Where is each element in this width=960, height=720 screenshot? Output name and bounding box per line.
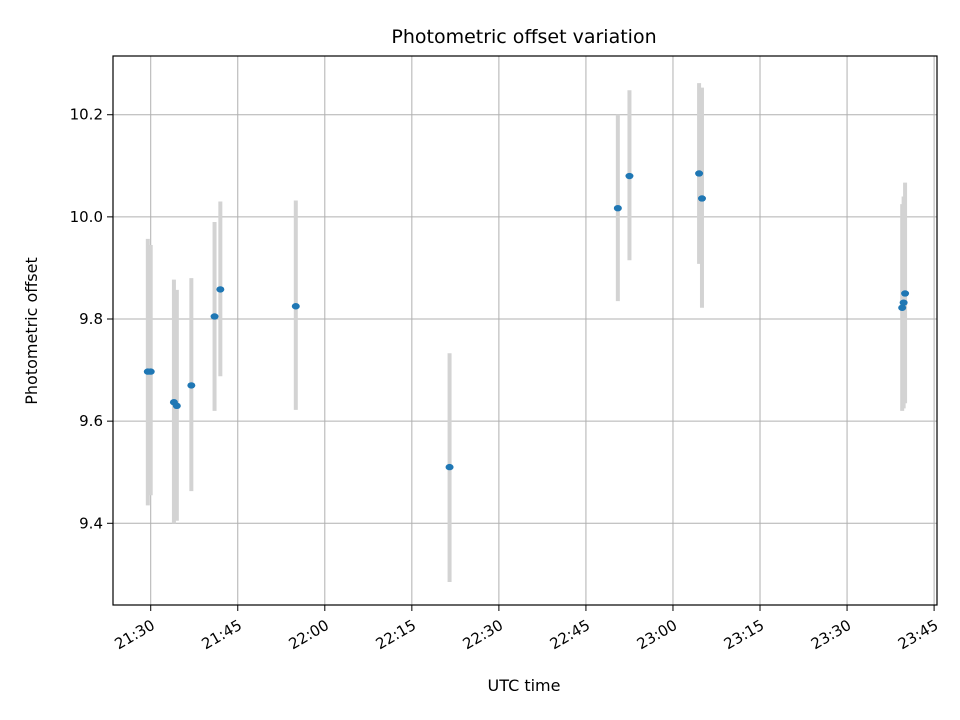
data-point bbox=[187, 382, 196, 389]
data-points bbox=[143, 170, 910, 471]
y-tick-label: 10.2 bbox=[70, 106, 103, 124]
y-tick-label: 9.6 bbox=[79, 412, 103, 430]
data-point bbox=[613, 204, 622, 212]
y-tick-label: 9.4 bbox=[79, 514, 103, 532]
data-point bbox=[291, 303, 300, 310]
data-point bbox=[146, 368, 155, 375]
data-point bbox=[445, 463, 454, 471]
data-point bbox=[898, 304, 907, 311]
data-point bbox=[625, 172, 634, 180]
y-axis-ticks: 9.4 9.6 9.8 10.0 10.2 bbox=[70, 106, 113, 532]
data-point bbox=[172, 402, 181, 410]
data-point bbox=[695, 170, 704, 177]
y-tick-label: 10.0 bbox=[70, 208, 103, 226]
data-point bbox=[697, 195, 706, 202]
grid bbox=[113, 56, 937, 605]
data-point bbox=[210, 313, 219, 320]
data-point bbox=[216, 286, 225, 293]
data-point bbox=[901, 290, 910, 297]
y-axis-label: Photometric offset bbox=[22, 257, 41, 405]
data-point bbox=[899, 299, 908, 306]
y-tick-label: 9.8 bbox=[79, 310, 103, 328]
x-axis-label: UTC time bbox=[488, 676, 561, 695]
plot-frame bbox=[112, 55, 938, 606]
chart-title: Photometric offset variation bbox=[391, 26, 656, 48]
